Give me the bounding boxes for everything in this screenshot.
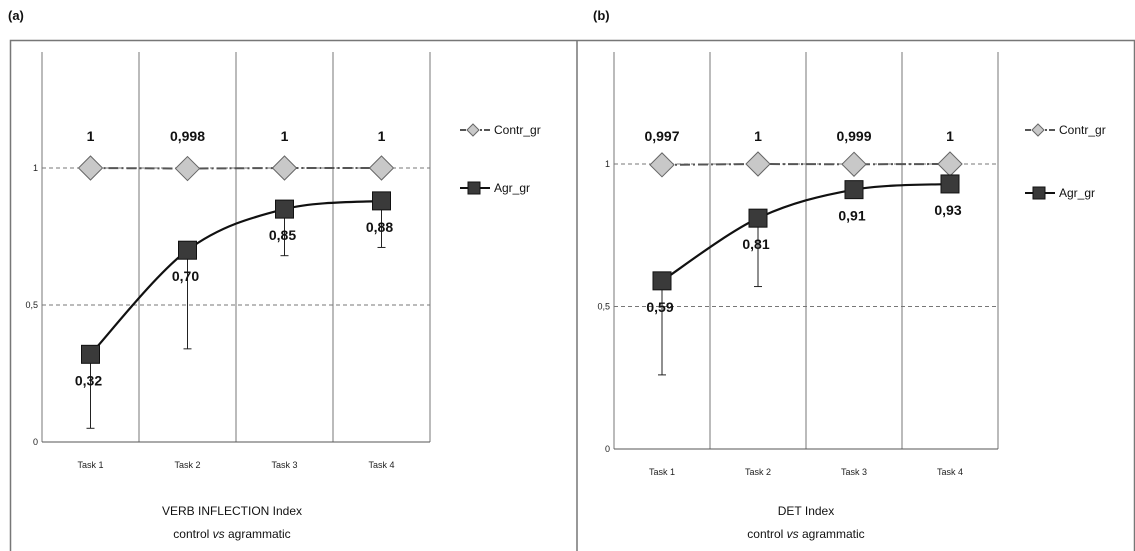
series-line-agr xyxy=(661,182,951,282)
caption-text: control xyxy=(747,527,786,541)
y-tick-label: 0,5 xyxy=(597,302,610,312)
data-label-contr: 0,997 xyxy=(644,128,679,144)
caption-text-italic: vs xyxy=(213,527,225,541)
data-point-contr xyxy=(937,151,963,177)
data-point-agr xyxy=(275,199,294,219)
data-label-agr: 0,88 xyxy=(366,219,393,235)
chart-panel-a: 0 0,5 1 Task 1 Task 2 Task 3 Task 4 1 0,998 1 1 0,3… xyxy=(25,52,541,541)
data-label-contr: 1 xyxy=(87,128,95,144)
chart-caption-title: DET Index xyxy=(778,504,834,518)
data-point-contr xyxy=(649,152,675,178)
x-tick-label: Task 3 xyxy=(271,460,297,470)
caption-text: agrammatic xyxy=(799,527,865,541)
x-tick-label: Task 4 xyxy=(368,460,394,470)
legend-marker-contr xyxy=(466,123,480,137)
x-tick-label: Task 2 xyxy=(174,460,200,470)
legend-marker-agr xyxy=(467,181,481,195)
x-tick-label: Task 4 xyxy=(937,467,963,477)
data-label-agr: 0,81 xyxy=(742,236,769,252)
x-tick-label: Task 1 xyxy=(649,467,675,477)
data-label-contr: 1 xyxy=(754,128,762,144)
chart-caption-subtitle: control vs agrammatic xyxy=(747,527,864,541)
series-line-agr xyxy=(89,199,382,356)
legend-label-agr: Agr_gr xyxy=(1059,186,1095,200)
data-label-agr: 0,85 xyxy=(269,227,296,243)
data-label-contr: 0,998 xyxy=(170,128,205,144)
data-label-agr: 0,93 xyxy=(934,202,961,218)
chart-panel-b: 0 0,5 1 Task 1 Task 2 Task 3 Task 4 0,997 1 0,999… xyxy=(597,52,1106,541)
series-line-contr xyxy=(661,162,951,166)
data-label-agr: 0,70 xyxy=(172,268,199,284)
legend-marker-contr xyxy=(1031,123,1045,137)
x-tick-label: Task 3 xyxy=(841,467,867,477)
data-point-contr xyxy=(174,155,201,182)
data-point-agr xyxy=(178,240,197,260)
data-point-agr xyxy=(81,344,100,364)
y-tick-label: 1 xyxy=(33,163,38,173)
data-point-agr xyxy=(652,271,672,291)
y-tick-label: 1 xyxy=(605,159,610,169)
legend-label-contr: Contr_gr xyxy=(1059,123,1106,137)
y-tick-label: 0 xyxy=(605,444,610,454)
data-label-contr: 1 xyxy=(378,128,386,144)
data-point-agr xyxy=(844,180,864,200)
legend-marker-agr xyxy=(1032,186,1046,200)
x-tick-label: Task 1 xyxy=(77,460,103,470)
caption-text-italic: vs xyxy=(787,527,799,541)
legend-label-agr: Agr_gr xyxy=(494,181,530,195)
data-point-contr xyxy=(271,155,298,181)
y-tick-label: 0,5 xyxy=(25,300,38,310)
data-point-contr xyxy=(841,151,867,177)
data-point-agr xyxy=(372,191,391,211)
caption-text: control xyxy=(173,527,212,541)
data-label-contr: 1 xyxy=(946,128,954,144)
data-label-agr: 0,32 xyxy=(75,372,102,388)
data-point-agr xyxy=(748,208,768,228)
panel-label-b: (b) xyxy=(593,8,610,23)
chart-caption-title: VERB INFLECTION Index xyxy=(162,504,302,518)
figure-frame xyxy=(9,39,1135,551)
data-label-agr: 0,59 xyxy=(646,299,673,315)
legend-label-contr: Contr_gr xyxy=(494,123,541,137)
chart-caption-subtitle: control vs agrammatic xyxy=(173,527,290,541)
data-label-agr: 0,91 xyxy=(838,208,865,224)
data-point-contr xyxy=(77,155,104,181)
data-point-agr xyxy=(940,174,960,194)
data-point-contr xyxy=(368,155,395,181)
caption-text: agrammatic xyxy=(225,527,291,541)
data-point-contr xyxy=(745,151,771,177)
x-tick-label: Task 2 xyxy=(745,467,771,477)
panel-label-a: (a) xyxy=(8,8,24,23)
y-tick-label: 0 xyxy=(33,437,38,447)
data-label-contr: 0,999 xyxy=(836,128,871,144)
series-line-contr xyxy=(90,167,382,170)
data-label-contr: 1 xyxy=(281,128,289,144)
